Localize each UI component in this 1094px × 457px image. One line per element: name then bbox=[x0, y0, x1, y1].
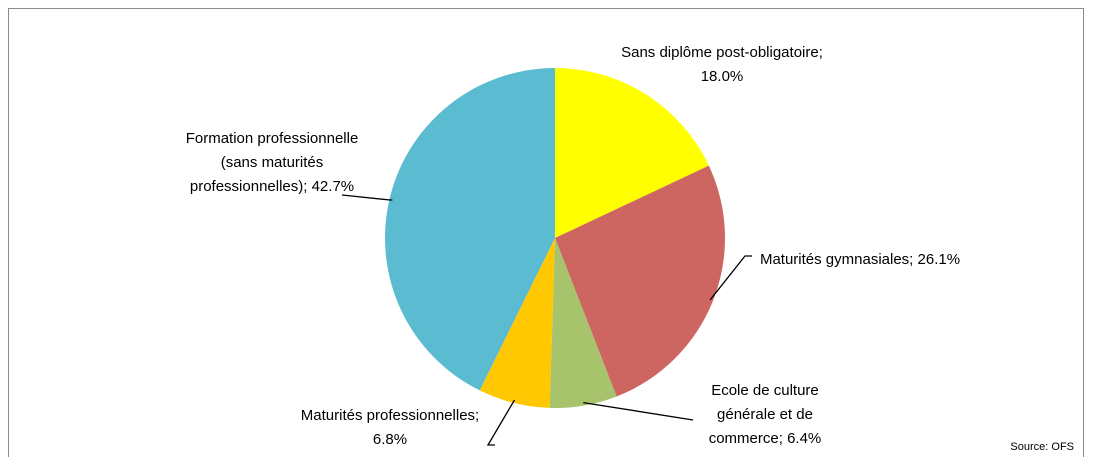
leader-line bbox=[486, 399, 516, 446]
pie-slice bbox=[549, 238, 617, 409]
data-label: Formation professionnelle (sans maturité… bbox=[185, 130, 359, 195]
data-label: Maturités gymnasiales; 26.1% bbox=[759, 251, 961, 268]
pie-slice bbox=[479, 238, 555, 408]
pie-slice bbox=[555, 165, 726, 397]
leader-line bbox=[709, 255, 752, 301]
pie-slice bbox=[555, 68, 709, 238]
leader-line bbox=[341, 194, 393, 201]
source: Source: OFS bbox=[1010, 441, 1074, 453]
chart-frame bbox=[8, 8, 1084, 457]
data-label: Ecole de culture générale et de commerce… bbox=[708, 382, 822, 447]
leader-line bbox=[583, 401, 694, 421]
data-label: Sans diplôme post-obligatoire; 18.0% bbox=[621, 44, 823, 85]
data-label: Maturités professionnelles; 6.8% bbox=[300, 407, 480, 448]
pie-slice bbox=[385, 67, 555, 391]
